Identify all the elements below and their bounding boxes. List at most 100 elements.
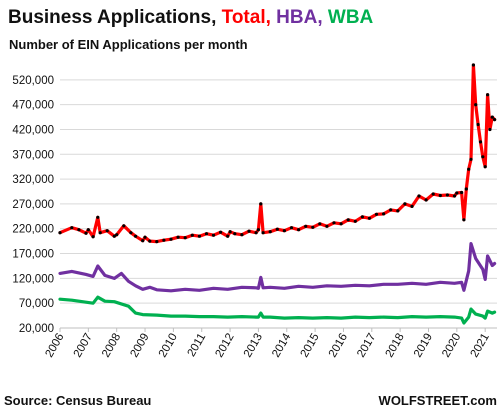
- x-tick-label: 2020: [440, 332, 463, 360]
- x-tick-label: 2015: [299, 332, 322, 360]
- data-point-total: [464, 187, 468, 191]
- brand-watermark: WOLFSTREET.com: [378, 393, 497, 408]
- data-point-total: [197, 234, 201, 238]
- y-tick-label: 270,000: [12, 199, 54, 211]
- data-point-total: [382, 212, 386, 216]
- data-point-total: [155, 240, 159, 244]
- y-tick-label: 520,000: [12, 75, 54, 87]
- data-point-total: [332, 221, 336, 225]
- data-point-total: [289, 226, 294, 230]
- data-point-total: [389, 208, 393, 212]
- data-point-total: [129, 231, 133, 235]
- x-tick-label: 2021: [469, 332, 492, 360]
- x-tick-label: 2019: [412, 332, 435, 360]
- data-point-total: [483, 165, 487, 169]
- data-point-total: [490, 115, 494, 119]
- data-point-total: [162, 238, 166, 242]
- data-point-total: [134, 234, 138, 238]
- chart-subtitle: Number of EIN Applications per month: [9, 37, 248, 52]
- data-point-total: [476, 122, 480, 127]
- data-point-total: [190, 233, 194, 237]
- data-point-total: [226, 234, 230, 238]
- data-point-total: [367, 216, 371, 220]
- title-wba: WBA: [327, 7, 374, 28]
- data-point-total: [471, 63, 475, 67]
- data-point-total: [282, 229, 286, 233]
- data-point-total: [318, 222, 322, 226]
- data-point-total: [105, 229, 109, 233]
- data-point-total: [297, 228, 301, 232]
- data-point-total: [474, 103, 478, 107]
- data-point-total: [346, 218, 350, 222]
- x-tick-label: 2014: [270, 331, 293, 360]
- y-tick-label: 120,000: [12, 273, 54, 285]
- data-point-total: [176, 235, 180, 239]
- data-point-total: [455, 191, 459, 195]
- data-point-total: [467, 167, 471, 171]
- x-tick-label: 2017: [355, 332, 378, 360]
- x-tick-label: 2016: [327, 332, 350, 360]
- source-note: Source: Census Bureau: [4, 393, 152, 408]
- data-point-total: [488, 127, 492, 132]
- data-point-total: [403, 202, 407, 206]
- title-hba: HBA,: [276, 7, 323, 28]
- series-line-wba: [58, 295, 497, 325]
- data-point-total: [268, 230, 272, 234]
- data-point-total: [275, 227, 279, 231]
- y-tick-label: 320,000: [12, 174, 54, 186]
- x-tick-label: 2006: [43, 332, 66, 360]
- data-point-total: [86, 228, 90, 232]
- y-tick-label: 420,000: [12, 124, 54, 136]
- data-point-total: [211, 233, 216, 237]
- data-point-total: [98, 231, 102, 235]
- data-point-total: [460, 190, 464, 195]
- y-tick-label: 70,000: [19, 298, 54, 310]
- data-point-total: [204, 232, 209, 236]
- data-point-total: [360, 215, 364, 219]
- data-point-total: [424, 198, 428, 202]
- data-point-total: [478, 140, 483, 144]
- data-point-total: [445, 193, 449, 197]
- data-point-total: [410, 204, 414, 208]
- data-point-total: [77, 228, 81, 232]
- data-point-total: [396, 209, 400, 213]
- data-point-total: [148, 239, 152, 243]
- x-tick-label: 2009: [128, 332, 151, 360]
- data-point-total: [70, 226, 74, 230]
- data-point-total: [219, 230, 223, 234]
- data-point-total: [469, 157, 473, 161]
- x-tick-label: 2007: [72, 332, 95, 360]
- data-point-total: [311, 225, 315, 229]
- data-point-total: [353, 219, 357, 223]
- data-point-total: [240, 233, 244, 237]
- data-point-total: [486, 93, 490, 97]
- data-point-total: [233, 232, 237, 236]
- data-point-total: [374, 212, 379, 216]
- data-point-total: [481, 155, 485, 159]
- data-point-total: [256, 228, 260, 232]
- data-point-total: [247, 229, 251, 233]
- data-point-total: [169, 237, 173, 241]
- series-line-hba: [58, 242, 497, 293]
- data-point-total: [431, 192, 435, 196]
- x-tick-label: 2012: [213, 332, 236, 360]
- data-point-total: [452, 194, 457, 198]
- data-point-total: [122, 224, 126, 228]
- data-point-total: [438, 193, 442, 198]
- x-tick-label: 2013: [242, 332, 265, 360]
- y-tick-label: 20,000: [19, 323, 54, 335]
- title-total: Total,: [221, 7, 271, 28]
- data-point-total: [84, 231, 88, 235]
- y-tick-label: 220,000: [12, 224, 54, 236]
- data-point-total: [228, 230, 232, 234]
- y-tick-label: 370,000: [12, 149, 54, 161]
- x-tick-label: 2008: [100, 332, 123, 360]
- data-point-total: [96, 215, 100, 219]
- title-main: Business Applications,: [8, 7, 217, 28]
- data-point-total: [254, 231, 258, 235]
- series-line-total: [58, 63, 497, 244]
- y-tick-label: 470,000: [12, 100, 54, 112]
- data-point-total: [183, 236, 187, 240]
- data-point-total: [115, 233, 119, 237]
